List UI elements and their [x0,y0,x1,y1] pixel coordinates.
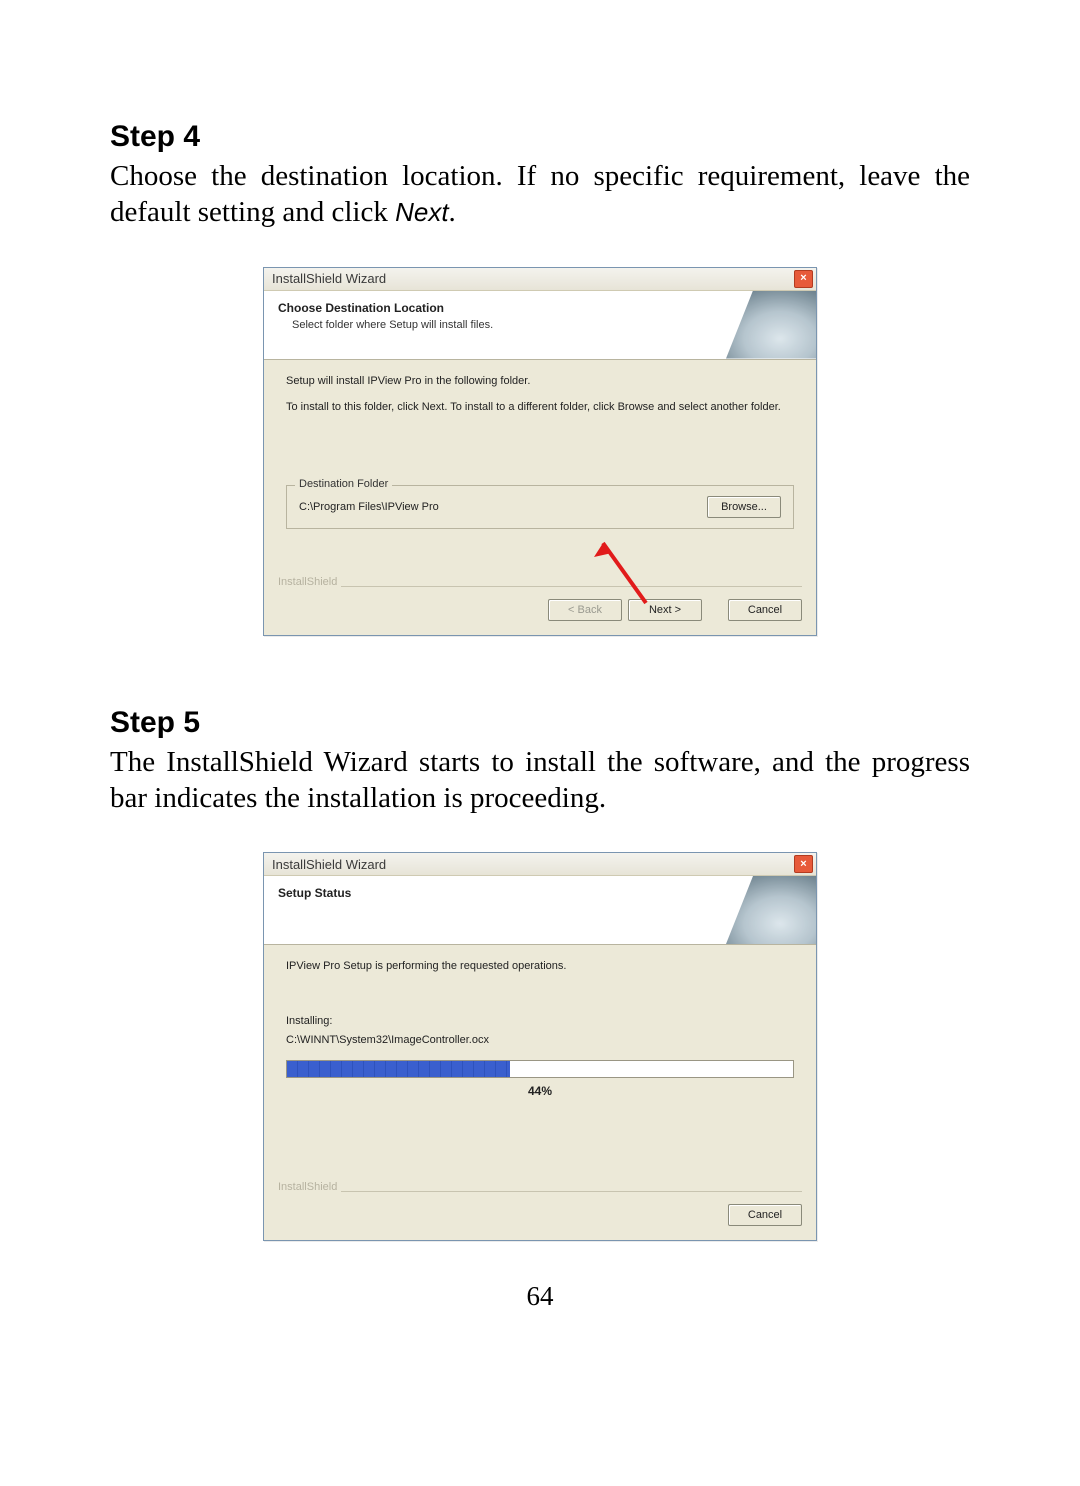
dialog1-header-sub: Select folder where Setup will install f… [278,319,802,331]
dialog1-line2: To install to this folder, click Next. T… [286,400,794,415]
dialog1-wrap: InstallShield Wizard × Choose Destinatio… [110,267,970,636]
dialog2-wrap: InstallShield Wizard × Setup Status IPVi… [110,852,970,1241]
dialog2-line1: IPView Pro Setup is performing the reque… [286,959,794,974]
dialog1-titlebar[interactable]: InstallShield Wizard × [264,268,816,291]
spacer [286,986,794,1014]
dialog1-header-title: Choose Destination Location [278,301,802,315]
dialog2-button-row: Cancel [264,1192,816,1240]
step4-body: Choose the destination location. If no s… [110,158,970,231]
step4-body-italic: Next [395,197,448,227]
progress-percent-label: 44% [286,1084,794,1098]
separator-line [278,586,802,587]
step5-heading: Step 5 [110,706,970,740]
progress-bar [286,1060,794,1078]
installing-path: C:\WINNT\System32\ImageController.ocx [286,1033,794,1048]
document-page: Step 4 Choose the destination location. … [0,0,1080,1352]
step4-body-a: Choose the destination location. If no s… [110,160,970,228]
dialog1-brand-row: InstallShield [264,570,816,587]
back-button[interactable]: < Back [548,599,622,621]
destination-folder-group: Destination Folder C:\Program Files\IPVi… [286,485,794,529]
dialog1-button-row: < Back Next > Cancel [264,587,816,635]
browse-button[interactable]: Browse... [707,496,781,518]
installshield-brand: InstallShield [278,1181,341,1193]
installing-label: Installing: [286,1014,794,1029]
cancel-button[interactable]: Cancel [728,1204,802,1226]
close-icon[interactable]: × [794,270,813,288]
dialog2-brand-row: InstallShield [264,1175,816,1192]
dialog-choose-destination: InstallShield Wizard × Choose Destinatio… [263,267,817,636]
separator-line [278,1191,802,1192]
dialog1-header: Choose Destination Location Select folde… [264,291,816,360]
dialog1-body: Setup will install IPView Pro in the fol… [264,360,816,570]
cancel-button[interactable]: Cancel [728,599,802,621]
dialog2-titlebar[interactable]: InstallShield Wizard × [264,853,816,876]
destination-path: C:\Program Files\IPView Pro [299,501,439,513]
dialog2-header-title: Setup Status [278,886,802,900]
step5-body: The InstallShield Wizard starts to insta… [110,744,970,817]
dialog2-title: InstallShield Wizard [272,857,794,872]
next-button[interactable]: Next > [628,599,702,621]
button-gap [708,599,722,621]
dialog2-header: Setup Status [264,876,816,945]
dialog1-line1: Setup will install IPView Pro in the fol… [286,374,794,389]
dialog1-title: InstallShield Wizard [272,271,794,286]
destination-legend: Destination Folder [295,478,392,490]
installshield-brand: InstallShield [278,576,341,588]
dialog2-body: IPView Pro Setup is performing the reque… [264,945,816,1175]
progress-fill [287,1061,510,1077]
page-number: 64 [110,1281,970,1312]
step4-heading: Step 4 [110,120,970,154]
step4-body-b: . [449,196,456,228]
dialog-setup-status: InstallShield Wizard × Setup Status IPVi… [263,852,817,1241]
close-icon[interactable]: × [794,855,813,873]
